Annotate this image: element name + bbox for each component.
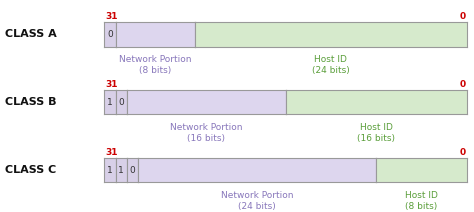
- Text: 31: 31: [105, 12, 118, 21]
- Text: 31: 31: [105, 148, 118, 157]
- Text: CLASS B: CLASS B: [5, 97, 56, 107]
- Text: 0: 0: [460, 148, 466, 157]
- Text: 0: 0: [460, 12, 466, 21]
- Text: CLASS A: CLASS A: [5, 29, 56, 39]
- Text: 31: 31: [105, 80, 118, 89]
- Text: 0: 0: [107, 30, 113, 39]
- Text: Network Portion
(8 bits): Network Portion (8 bits): [119, 55, 191, 75]
- Text: 1: 1: [107, 166, 113, 175]
- Text: Host ID
(8 bits): Host ID (8 bits): [405, 191, 438, 211]
- Text: CLASS C: CLASS C: [5, 165, 56, 175]
- Text: Network Portion
(24 bits): Network Portion (24 bits): [221, 191, 293, 211]
- Text: Host ID
(16 bits): Host ID (16 bits): [357, 123, 395, 143]
- Text: 1: 1: [118, 166, 124, 175]
- Text: 0: 0: [130, 166, 136, 175]
- Text: Network Portion
(16 bits): Network Portion (16 bits): [170, 123, 243, 143]
- Text: 1: 1: [107, 98, 113, 107]
- Text: Host ID
(24 bits): Host ID (24 bits): [312, 55, 350, 75]
- Text: 0: 0: [118, 98, 124, 107]
- Text: 0: 0: [460, 80, 466, 89]
